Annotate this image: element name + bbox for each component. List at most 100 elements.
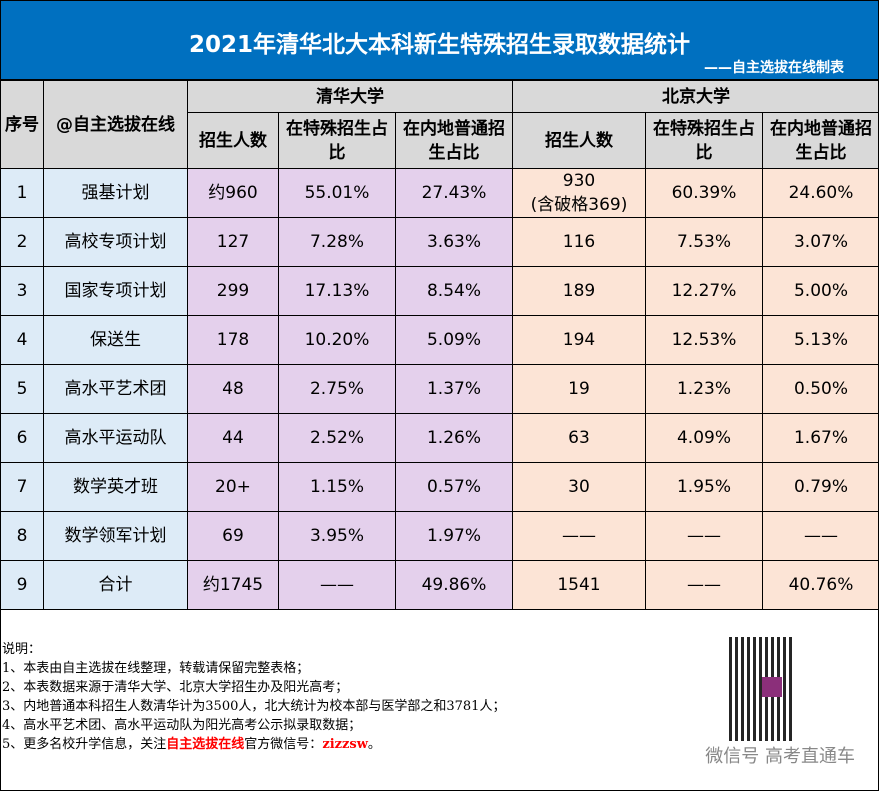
table-row: 7 数学英才班 20+ 1.15% 0.57% 30 1.95% 0.79% xyxy=(0,462,879,512)
note-4: 4、高水平艺术团、高水平运动队为阳光高考公示拟录取数据； xyxy=(2,718,362,733)
header-p-mainland: 在内地普通招生占比 xyxy=(762,112,879,169)
note-5-end: 。 xyxy=(367,737,381,752)
cell-p-count: 930 (含破格369) xyxy=(512,168,646,218)
cell-t-ml: 27.43% xyxy=(395,168,513,218)
cell-no: 5 xyxy=(0,364,44,414)
admission-table: 序号 @自主选拔在线 清华大学 北京大学 招生人数 在特殊招生占比 在内地普通招… xyxy=(0,80,879,610)
cell-p-count: 116 xyxy=(512,217,646,267)
cell-p-sp: 60.39% xyxy=(645,168,763,218)
cell-t-ml: 49.86% xyxy=(395,560,513,610)
cell-name: 高水平运动队 xyxy=(43,413,188,463)
cell-p-ml: 5.00% xyxy=(762,266,879,316)
cell-t-ml: 5.09% xyxy=(395,315,513,365)
cell-no: 6 xyxy=(0,413,44,463)
cell-name: 合计 xyxy=(43,560,188,610)
cell-p-sp: 1.95% xyxy=(645,462,763,512)
cell-t-sp: 1.15% xyxy=(278,462,396,512)
cell-t-count: 44 xyxy=(187,413,279,463)
cell-t-ml: 8.54% xyxy=(395,266,513,316)
cell-t-sp: 55.01% xyxy=(278,168,396,218)
cell-t-count: 48 xyxy=(187,364,279,414)
note-5-highlight: 自主选拔在线 xyxy=(166,737,245,752)
header-p-count: 招生人数 xyxy=(512,112,646,169)
header-p-special: 在特殊招生占比 xyxy=(645,112,763,169)
table-row: 9 合计 约1745 —— 49.86% 1541 —— 40.76% xyxy=(0,560,879,610)
cell-p-ml: 24.60% xyxy=(762,168,879,218)
cell-p-ml: 5.13% xyxy=(762,315,879,365)
cell-t-ml: 1.97% xyxy=(395,511,513,561)
cell-p-sp: 4.09% xyxy=(645,413,763,463)
cell-p-ml: 0.50% xyxy=(762,364,879,414)
cell-t-count: 127 xyxy=(187,217,279,267)
note-5-prefix: 5、更多名校升学信息，关注 xyxy=(2,737,167,752)
cell-p-ml: 40.76% xyxy=(762,560,879,610)
cell-p-count: 189 xyxy=(512,266,646,316)
table-row: 4 保送生 178 10.20% 5.09% 194 12.53% 5.13% xyxy=(0,315,879,365)
table-row: 1 强基计划 约960 55.01% 27.43% 930 (含破格369) 60.39% 2… xyxy=(0,168,879,218)
cell-name: 数学英才班 xyxy=(43,462,188,512)
wechat-id: zizzsw xyxy=(322,737,368,752)
table-row: 8 数学领军计划 69 3.95% 1.97% —— —— —— xyxy=(0,511,879,561)
cell-t-sp: 2.75% xyxy=(278,364,396,414)
header-name: @自主选拔在线 xyxy=(43,80,188,169)
cell-p-ml: 1.67% xyxy=(762,413,879,463)
cell-name: 高校专项计划 xyxy=(43,217,188,267)
table-row: 5 高水平艺术团 48 2.75% 1.37% 19 1.23% 0.50% xyxy=(0,364,879,414)
cell-p-count: 63 xyxy=(512,413,646,463)
cell-t-count: 约960 xyxy=(187,168,279,218)
header-no: 序号 xyxy=(0,80,44,169)
note-3: 3、内地普通本科招生人数清华计为3500人，北大统计为校本部与医学部之和3781… xyxy=(2,699,506,714)
cell-no: 3 xyxy=(0,266,44,316)
cell-no: 1 xyxy=(0,168,44,218)
cell-t-sp: 17.13% xyxy=(278,266,396,316)
cell-p-ml: 0.79% xyxy=(762,462,879,512)
cell-t-count: 299 xyxy=(187,266,279,316)
cell-p-count: 30 xyxy=(512,462,646,512)
cell-no: 8 xyxy=(0,511,44,561)
cell-p-count: —— xyxy=(512,511,646,561)
cell-p-count: 194 xyxy=(512,315,646,365)
cell-name: 强基计划 xyxy=(43,168,188,218)
subtitle: ——自主选拔在线制表 xyxy=(704,60,844,76)
cell-name: 国家专项计划 xyxy=(43,266,188,316)
cell-p-sp: —— xyxy=(645,560,763,610)
cell-no: 2 xyxy=(0,217,44,267)
cell-p-count: 1541 xyxy=(512,560,646,610)
cell-t-sp: —— xyxy=(278,560,396,610)
header-t-special: 在特殊招生占比 xyxy=(278,112,396,169)
note-5-mid: 官方微信号： xyxy=(244,737,323,752)
cell-p-sp: 12.53% xyxy=(645,315,763,365)
cell-name: 数学领军计划 xyxy=(43,511,188,561)
cell-no: 9 xyxy=(0,560,44,610)
header-t-count: 招生人数 xyxy=(187,112,279,169)
qr-code xyxy=(729,637,793,741)
note-1: 1、本表由自主选拔在线整理，转载请保留完整表格； xyxy=(2,661,310,676)
cell-t-sp: 3.95% xyxy=(278,511,396,561)
cell-t-ml: 3.63% xyxy=(395,217,513,267)
cell-t-sp: 10.20% xyxy=(278,315,396,365)
table-title-bar: 2021年清华北大本科新生特殊招生录取数据统计 ——自主选拔在线制表 xyxy=(0,0,879,80)
cell-name: 保送生 xyxy=(43,315,188,365)
cell-p-sp: 12.27% xyxy=(645,266,763,316)
cell-p-ml: —— xyxy=(762,511,879,561)
cell-t-count: 69 xyxy=(187,511,279,561)
cell-t-count: 20+ xyxy=(187,462,279,512)
cell-p-sp: 7.53% xyxy=(645,217,763,267)
header-t-mainland: 在内地普通招生占比 xyxy=(395,112,513,169)
note-5: 5、更多名校升学信息，关注自主选拔在线官方微信号：zizzsw。 xyxy=(2,735,505,754)
cell-no: 7 xyxy=(0,462,44,512)
cell-p-sp: —— xyxy=(645,511,763,561)
page-title: 2021年清华北大本科新生特殊招生录取数据统计 xyxy=(188,32,690,58)
notes: 说明： 1、本表由自主选拔在线整理，转载请保留完整表格； 2、本表数据来源于清华… xyxy=(2,640,505,754)
cell-p-sp: 1.23% xyxy=(645,364,763,414)
header-peking: 北京大学 xyxy=(512,80,879,113)
header-tsinghua: 清华大学 xyxy=(187,80,513,113)
cell-p-count: 19 xyxy=(512,364,646,414)
table-row: 6 高水平运动队 44 2.52% 1.26% 63 4.09% 1.67% xyxy=(0,413,879,463)
cell-t-sp: 7.28% xyxy=(278,217,396,267)
cell-t-count: 约1745 xyxy=(187,560,279,610)
watermark: 微信号 高考直通车 xyxy=(705,746,855,767)
cell-no: 4 xyxy=(0,315,44,365)
note-2: 2、本表数据来源于清华大学、北京大学招生办及阳光高考； xyxy=(2,680,349,695)
notes-heading: 说明： xyxy=(2,642,42,657)
